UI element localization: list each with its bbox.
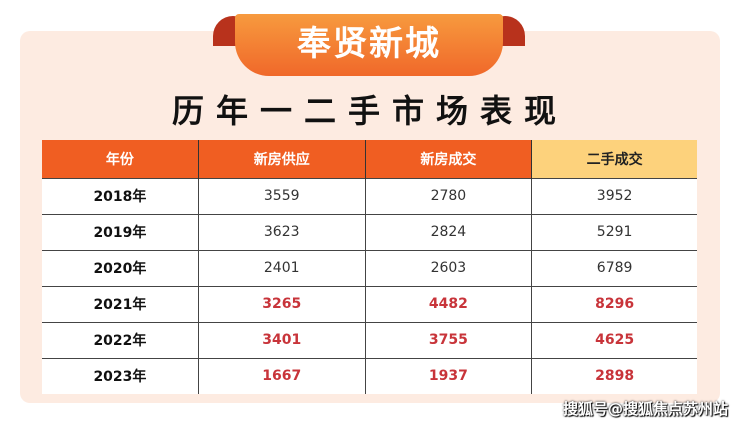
second-deal-cell: 3952 [531,177,697,214]
page-title: 历年一二手市场表现 [171,92,568,130]
table-row: 2018年 3559 2780 3952 [42,177,697,214]
year-cell: 2019年 [42,213,199,250]
year-cell: 2022年 [42,321,199,358]
supply-cell: 1667 [198,357,366,394]
new-deal-cell: 1937 [365,357,533,394]
new-deal-cell: 4482 [365,285,533,322]
table-row: 2019年 3623 2824 5291 [42,213,697,250]
header-supply: 新房供应 [198,140,366,178]
second-deal-cell: 5291 [531,213,697,250]
header-year: 年份 [42,140,199,178]
new-deal-cell: 3755 [365,321,533,358]
new-deal-cell: 2824 [365,213,533,250]
supply-cell: 3265 [198,285,366,322]
second-deal-cell: 8296 [531,285,697,322]
watermark: 搜狐号@搜狐焦点苏州站 [562,400,728,418]
table-row: 2022年 3401 3755 4625 [42,321,697,358]
header-new-deal: 新房成交 [365,140,533,178]
new-deal-cell: 2603 [365,249,533,286]
table-row: 2021年 3265 4482 8296 [42,285,697,322]
second-deal-cell: 2898 [531,357,697,394]
year-cell: 2023年 [42,357,199,394]
header-second-deal: 二手成交 [531,140,697,178]
market-table: 年份 新房供应 新房成交 二手成交 2018年 3559 2780 3952 2019年… [42,140,697,394]
supply-cell: 2401 [198,249,366,286]
badge-ribbon: 奉贤新城 [235,14,503,76]
new-deal-cell: 2780 [365,177,533,214]
supply-cell: 3559 [198,177,366,214]
second-deal-cell: 4625 [531,321,697,358]
second-deal-cell: 6789 [531,249,697,286]
table-row: 2020年 2401 2603 6789 [42,249,697,286]
table-row: 2023年 1667 1937 2898 [42,357,697,394]
supply-cell: 3623 [198,213,366,250]
supply-cell: 3401 [198,321,366,358]
year-cell: 2018年 [42,177,199,214]
year-cell: 2021年 [42,285,199,322]
year-cell: 2020年 [42,249,199,286]
